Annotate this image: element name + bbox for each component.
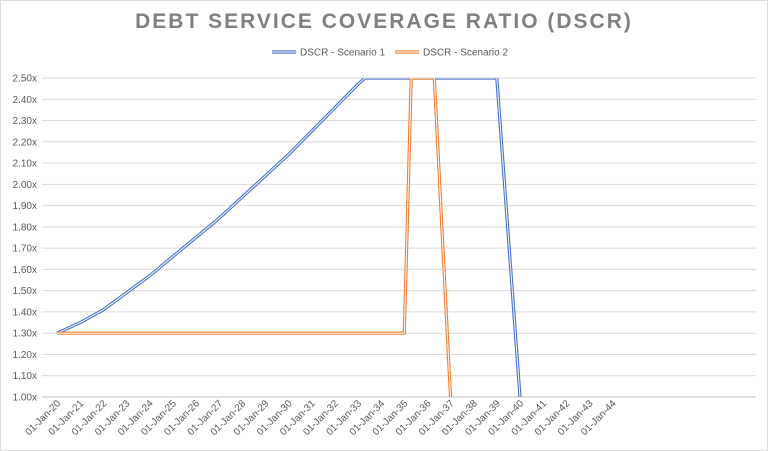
y-tick-label: 2.20x (13, 137, 37, 148)
y-tick-label: 1.40x (13, 307, 37, 318)
y-tick-label: 2.30x (13, 116, 37, 127)
y-tick-label: 1.90x (13, 201, 37, 212)
y-tick-label: 2.10x (13, 159, 37, 170)
y-tick-label: 1.20x (13, 350, 37, 361)
y-tick-label: 1.30x (13, 329, 37, 340)
series-line-highlight-1 (56, 78, 521, 397)
y-tick-label: 2.40x (13, 95, 37, 106)
chart-legend: DSCR - Scenario 1 DSCR - Scenario 2 (272, 48, 508, 59)
series-line-2 (57, 78, 453, 397)
y-tick-label: 2.50x (13, 74, 37, 85)
y-axis-ticks: 1.00x 1.10x 1.20x 1.30x 1.40x 1.50x 1.60x 1.70x… (13, 74, 37, 404)
series-line-1 (56, 78, 522, 397)
y-tick-label: 1.70x (13, 244, 37, 255)
y-tick-label: 1.00x (13, 393, 37, 404)
y-tick-label: 1.50x (13, 286, 37, 297)
y-tick-label: 1.10x (13, 371, 37, 382)
legend-label: DSCR - Scenario 1 (300, 48, 385, 59)
y-tick-label: 1.60x (13, 265, 37, 276)
y-tick-label: 1.80x (13, 222, 37, 233)
y-tick-label: 2.00x (13, 180, 37, 191)
series-line-highlight-2 (57, 78, 451, 397)
legend-label: DSCR - Scenario 2 (423, 48, 508, 59)
plot-area (56, 78, 522, 397)
chart-title: DEBT SERVICE COVERAGE RATIO (DSCR) (135, 10, 633, 33)
x-axis-ticks: 01-Jan-2001-Jan-2101-Jan-2201-Jan-2301-J… (24, 398, 620, 438)
gridlines (42, 77, 756, 398)
